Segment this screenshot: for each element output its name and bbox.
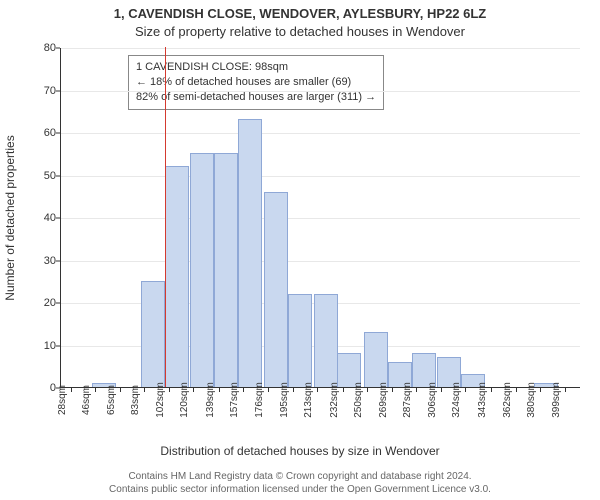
x-tick-label: 287sqm (400, 382, 413, 418)
x-tick-mark (392, 388, 393, 392)
x-tick-label: 232sqm (327, 382, 340, 418)
reference-line (165, 47, 166, 387)
gridline (61, 261, 580, 262)
y-tick-label: 60 (26, 127, 56, 139)
x-tick-mark (293, 388, 294, 392)
x-tick-mark (71, 388, 72, 392)
x-tick-label: 102sqm (153, 382, 166, 418)
x-tick-label: 120sqm (177, 382, 190, 418)
histogram-bar (314, 294, 338, 388)
y-tick-label: 50 (26, 170, 56, 182)
histogram-bar (165, 166, 189, 387)
y-tick-label: 0 (26, 382, 56, 394)
y-tick-label: 30 (26, 255, 56, 267)
x-tick-label: 46sqm (79, 385, 92, 415)
y-tick-mark (56, 133, 60, 134)
x-tick-mark (219, 388, 220, 392)
histogram-bar (214, 153, 238, 387)
annotation-line: 82% of semi-detached houses are larger (… (136, 90, 376, 105)
x-tick-label: 65sqm (104, 385, 117, 415)
x-tick-label: 157sqm (227, 382, 240, 418)
x-tick-mark (317, 388, 318, 392)
x-tick-mark (367, 388, 368, 392)
x-tick-label: 306sqm (425, 382, 438, 418)
histogram-bar (364, 332, 388, 387)
x-tick-label: 83sqm (128, 385, 141, 415)
chart-title-subtitle: Size of property relative to detached ho… (0, 24, 600, 39)
histogram-bar (141, 281, 165, 387)
y-tick-mark (56, 345, 60, 346)
x-tick-mark (491, 388, 492, 392)
x-tick-label: 250sqm (351, 382, 364, 418)
y-tick-mark (56, 218, 60, 219)
x-tick-mark (465, 388, 466, 392)
chart-title-address: 1, CAVENDISH CLOSE, WENDOVER, AYLESBURY,… (0, 6, 600, 21)
x-tick-label: 362sqm (500, 382, 513, 418)
plot-area: 1 CAVENDISH CLOSE: 98sqm ← 18% of detach… (60, 48, 580, 388)
x-tick-mark (193, 388, 194, 392)
histogram-bar (190, 153, 214, 387)
y-tick-mark (56, 260, 60, 261)
x-tick-mark (441, 388, 442, 392)
gridline (61, 133, 580, 134)
x-tick-label: 399sqm (549, 382, 562, 418)
histogram-bar (264, 192, 288, 388)
y-tick-label: 20 (26, 297, 56, 309)
annotation-line: 1 CAVENDISH CLOSE: 98sqm (136, 60, 376, 75)
y-tick-mark (56, 90, 60, 91)
annotation-line: ← 18% of detached houses are smaller (69… (136, 75, 376, 90)
x-tick-mark (169, 388, 170, 392)
x-tick-label: 269sqm (376, 382, 389, 418)
y-tick-label: 70 (26, 85, 56, 97)
footer-attribution: Contains HM Land Registry data © Crown c… (0, 470, 600, 496)
annotation-box: 1 CAVENDISH CLOSE: 98sqm ← 18% of detach… (128, 55, 384, 110)
x-axis-label: Distribution of detached houses by size … (0, 444, 600, 458)
x-tick-label: 28sqm (55, 385, 68, 415)
x-tick-label: 380sqm (524, 382, 537, 418)
x-tick-label: 343sqm (475, 382, 488, 418)
gridline (61, 218, 580, 219)
footer-line: Contains HM Land Registry data © Crown c… (0, 470, 600, 483)
x-tick-label: 176sqm (252, 382, 265, 418)
gridline (61, 176, 580, 177)
gridline (61, 91, 580, 92)
x-tick-label: 139sqm (203, 382, 216, 418)
x-tick-mark (120, 388, 121, 392)
histogram-bar (238, 119, 262, 387)
x-tick-label: 213sqm (301, 382, 314, 418)
gridline (61, 48, 580, 49)
y-tick-mark (56, 303, 60, 304)
x-tick-mark (95, 388, 96, 392)
x-tick-label: 324sqm (449, 382, 462, 418)
y-tick-label: 80 (26, 42, 56, 54)
footer-line: Contains public sector information licen… (0, 483, 600, 496)
chart-root: 1, CAVENDISH CLOSE, WENDOVER, AYLESBURY,… (0, 0, 600, 500)
x-tick-mark (243, 388, 244, 392)
y-tick-mark (56, 175, 60, 176)
y-tick-label: 40 (26, 212, 56, 224)
x-tick-mark (268, 388, 269, 392)
histogram-bar (288, 294, 312, 388)
x-tick-label: 195sqm (277, 382, 290, 418)
x-tick-mark (565, 388, 566, 392)
x-tick-mark (416, 388, 417, 392)
y-tick-label: 10 (26, 340, 56, 352)
x-tick-mark (144, 388, 145, 392)
x-tick-mark (540, 388, 541, 392)
y-axis-label: Number of detached properties (3, 135, 17, 300)
y-tick-mark (56, 48, 60, 49)
x-tick-mark (516, 388, 517, 392)
x-tick-mark (343, 388, 344, 392)
